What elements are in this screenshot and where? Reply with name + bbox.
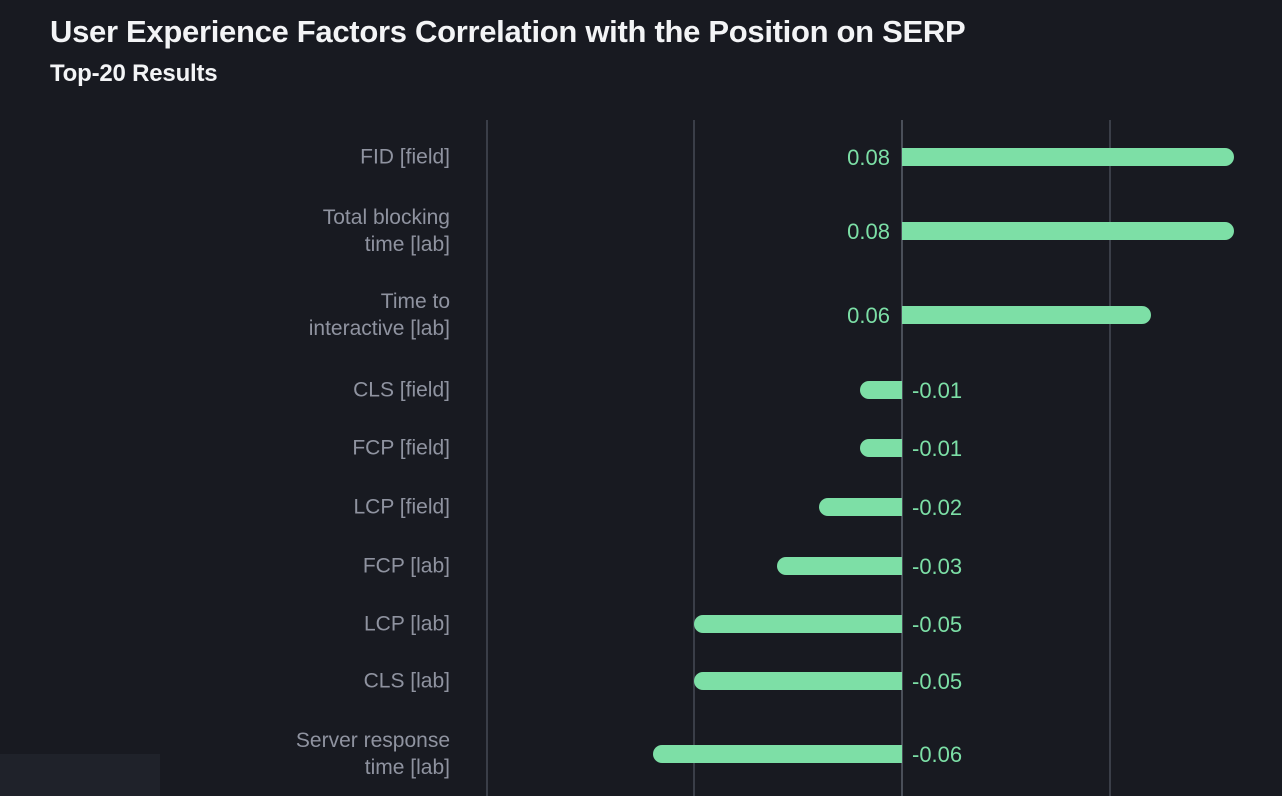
category-label: LCP [field] <box>353 495 451 519</box>
bar-value-label: 0.06 <box>847 303 890 328</box>
bar-value-label: 0.08 <box>847 219 890 244</box>
bar[interactable] <box>860 381 902 399</box>
bar-value-label: -0.05 <box>912 612 963 637</box>
bar[interactable] <box>860 439 902 457</box>
gridline <box>1109 120 1111 796</box>
bar[interactable] <box>902 306 1152 324</box>
bar-value-label: 0.08 <box>847 145 890 170</box>
category-label: LCP [lab] <box>364 612 450 636</box>
gridline <box>486 120 488 796</box>
chart-subtitle: Top-20 Results <box>50 60 218 87</box>
bar-value-label: -0.03 <box>912 554 963 579</box>
bar[interactable] <box>777 557 902 575</box>
partial-element-bottom-left <box>0 754 160 796</box>
category-label: CLS [lab] <box>363 669 450 693</box>
bar-value-label: -0.02 <box>912 495 963 520</box>
category-label: FCP [lab] <box>362 554 450 578</box>
category-label: Server response time [lab] <box>295 729 450 779</box>
bar[interactable] <box>652 745 902 763</box>
category-label: CLS [field] <box>353 378 450 402</box>
category-label: Time to interactive [lab] <box>308 290 450 340</box>
gridline <box>693 120 695 796</box>
title-block: User Experience Factors Correlation with… <box>50 14 966 88</box>
bar-value-label: -0.01 <box>912 436 963 461</box>
bar[interactable] <box>902 222 1235 240</box>
chart-title: User Experience Factors Correlation with… <box>50 14 966 49</box>
bar-value-label: -0.01 <box>912 378 963 403</box>
bar-value-label: -0.05 <box>912 669 963 694</box>
category-label: Total blocking time [lab] <box>322 206 450 256</box>
bar[interactable] <box>902 148 1235 166</box>
zero-axis-line <box>901 120 903 796</box>
bar[interactable] <box>694 615 902 633</box>
category-label: FID [field] <box>360 145 450 169</box>
bar-value-label: -0.06 <box>912 742 963 767</box>
category-label: FCP [field] <box>352 436 450 460</box>
bar[interactable] <box>694 672 902 690</box>
bar[interactable] <box>818 498 902 516</box>
